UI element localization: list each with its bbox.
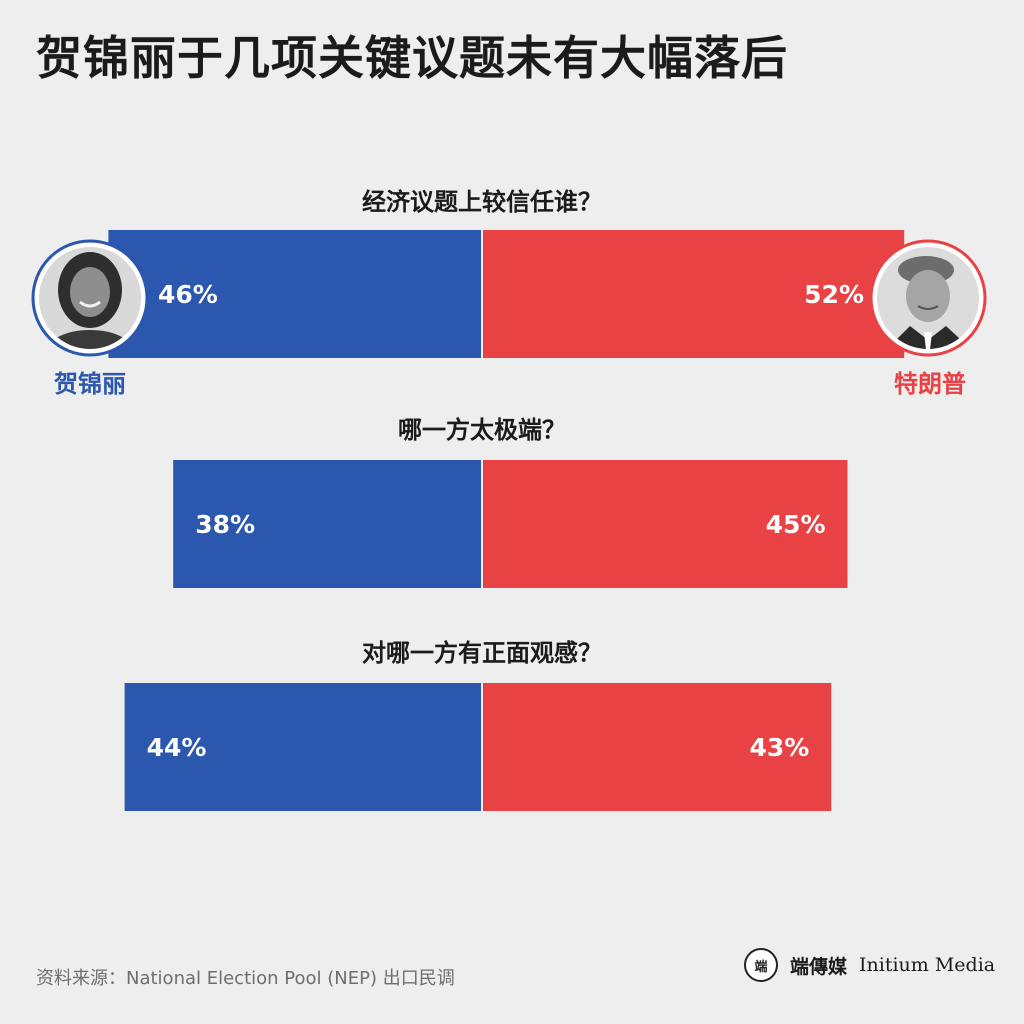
value-label-harris: 46% xyxy=(158,280,218,309)
value-label-harris: 44% xyxy=(147,733,207,762)
logo-name-cn: 端傳媒 xyxy=(790,955,848,978)
trump-portrait xyxy=(869,239,987,357)
bar-trump xyxy=(483,460,848,588)
harris-portrait xyxy=(31,239,149,357)
legend-trump: 特朗普 xyxy=(894,370,966,398)
initium-logo: 端 端傳媒 Initium Media xyxy=(744,948,995,982)
diverging-bar-chart: 经济议题上较信任谁？ 46% 52% 哪一方太极端？ 38% 45% 对哪一方有正面观感？ 4… xyxy=(31,188,987,811)
value-label-trump: 45% xyxy=(766,510,826,539)
value-label-trump: 43% xyxy=(749,733,809,762)
logo-name-en: Initium Media xyxy=(859,954,996,976)
question-label: 哪一方太极端？ xyxy=(398,416,566,444)
bar-harris xyxy=(108,230,482,358)
logo-mark-icon: 端 xyxy=(744,948,778,982)
source-note: 资料来源：National Election Pool (NEP) 出口民调 xyxy=(36,968,455,989)
legend-harris: 贺锦丽 xyxy=(54,370,126,398)
bar-trump xyxy=(483,683,832,811)
bar-harris xyxy=(124,683,481,811)
value-label-harris: 38% xyxy=(195,510,255,539)
bar-harris xyxy=(173,460,481,588)
question-label: 对哪一方有正面观感？ xyxy=(362,639,602,667)
question-label: 经济议题上较信任谁？ xyxy=(362,188,602,216)
bar-trump xyxy=(483,230,905,358)
value-label-trump: 52% xyxy=(804,280,864,309)
chart-title: 贺锦丽于几项关键议题未有大幅落后 xyxy=(36,31,788,85)
